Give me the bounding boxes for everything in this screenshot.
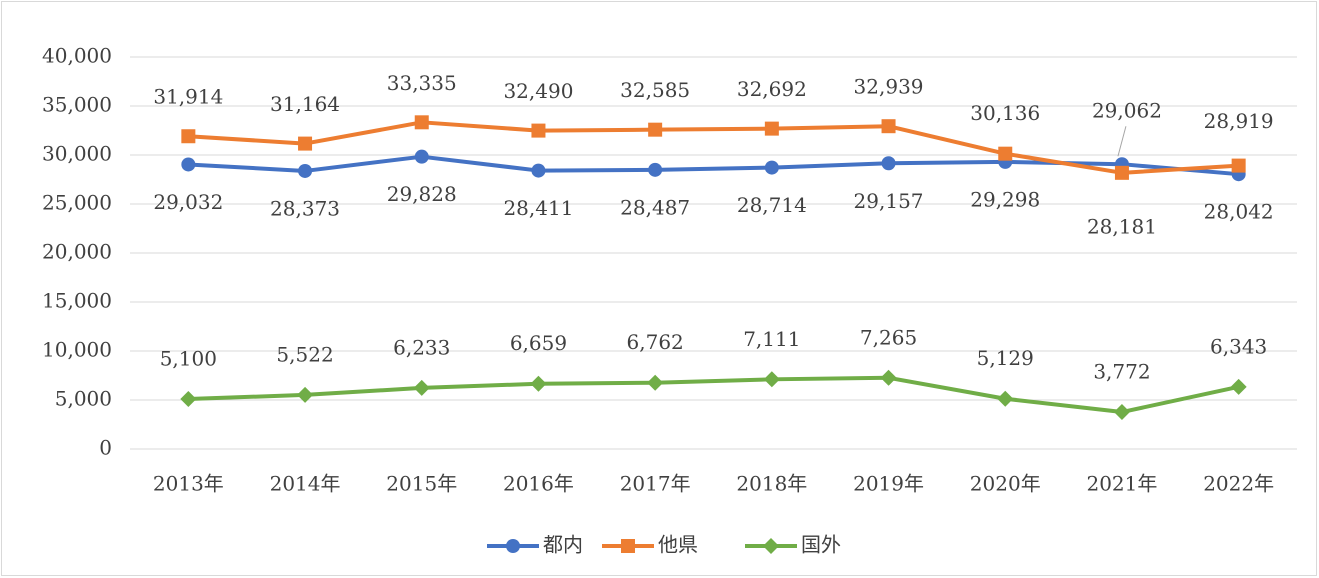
y-tick-label: 20,000 bbox=[42, 240, 112, 264]
data-label: 28,373 bbox=[270, 196, 340, 220]
data-label: 29,032 bbox=[153, 190, 223, 214]
y-tick-label: 40,000 bbox=[42, 44, 112, 68]
data-point bbox=[297, 386, 314, 403]
x-tick-label: 2018年 bbox=[736, 472, 807, 496]
series-line bbox=[188, 375, 1240, 415]
data-point bbox=[181, 129, 196, 144]
data-point bbox=[998, 146, 1013, 161]
data-point bbox=[298, 163, 313, 178]
legend-marker bbox=[506, 539, 520, 553]
leader-line bbox=[1117, 126, 1127, 157]
data-label: 28,411 bbox=[503, 196, 573, 220]
data-label: 28,714 bbox=[737, 193, 807, 217]
data-point bbox=[1230, 378, 1247, 395]
data-label: 29,157 bbox=[854, 189, 924, 213]
data-label: 32,939 bbox=[854, 75, 924, 99]
data-point bbox=[531, 123, 546, 138]
legend-label: 都内 bbox=[543, 533, 583, 557]
data-label: 28,919 bbox=[1204, 109, 1274, 133]
data-point bbox=[881, 119, 896, 134]
data-point bbox=[181, 157, 196, 172]
data-point bbox=[763, 371, 780, 388]
data-label: 7,265 bbox=[860, 325, 917, 349]
y-tick-label: 35,000 bbox=[42, 93, 112, 117]
data-point bbox=[413, 379, 430, 396]
data-point bbox=[764, 121, 779, 136]
data-label: 31,164 bbox=[270, 92, 340, 116]
data-point bbox=[1231, 158, 1246, 173]
data-point bbox=[881, 156, 896, 171]
data-point bbox=[1113, 404, 1130, 421]
data-point bbox=[298, 136, 313, 151]
data-label: 6,343 bbox=[1210, 334, 1267, 358]
data-point bbox=[180, 391, 197, 408]
x-tick-label: 2021年 bbox=[1086, 472, 1157, 496]
legend-marker bbox=[763, 538, 779, 554]
data-label: 5,129 bbox=[977, 346, 1034, 370]
data-point bbox=[414, 115, 429, 130]
data-label: 5,100 bbox=[160, 347, 217, 371]
y-tick-label: 10,000 bbox=[42, 338, 112, 362]
data-point bbox=[648, 162, 663, 177]
data-label: 5,522 bbox=[276, 342, 333, 366]
y-tick-label: 15,000 bbox=[42, 289, 112, 313]
data-label: 28,181 bbox=[1087, 214, 1157, 238]
legend-label: 他県 bbox=[658, 533, 698, 557]
data-label: 28,042 bbox=[1204, 200, 1274, 224]
y-tick-label: 5,000 bbox=[55, 387, 112, 411]
x-tick-label: 2015年 bbox=[386, 472, 457, 496]
x-tick-label: 2016年 bbox=[503, 472, 574, 496]
series-line bbox=[188, 120, 1239, 175]
x-tick-label: 2022年 bbox=[1203, 472, 1274, 496]
data-point bbox=[530, 375, 547, 392]
y-tick-label: 0 bbox=[99, 436, 112, 460]
data-label: 28,487 bbox=[620, 195, 690, 219]
x-tick-label: 2017年 bbox=[620, 472, 691, 496]
data-point bbox=[764, 160, 779, 175]
legend-label: 国外 bbox=[801, 533, 841, 557]
x-tick-label: 2014年 bbox=[270, 472, 341, 496]
data-point bbox=[997, 390, 1014, 407]
data-label: 32,490 bbox=[503, 79, 573, 103]
data-point bbox=[414, 149, 429, 164]
legend-marker bbox=[621, 539, 635, 553]
y-tick-label: 25,000 bbox=[42, 191, 112, 215]
data-label: 6,659 bbox=[510, 331, 567, 355]
data-point bbox=[1114, 165, 1129, 180]
data-label: 30,136 bbox=[970, 101, 1040, 125]
data-label: 3,772 bbox=[1093, 360, 1150, 384]
data-point bbox=[647, 374, 664, 391]
data-label: 32,585 bbox=[620, 78, 690, 102]
data-label: 31,914 bbox=[153, 85, 223, 109]
data-point bbox=[648, 122, 663, 137]
data-label: 29,298 bbox=[970, 187, 1040, 211]
data-point bbox=[880, 369, 897, 386]
data-label: 33,335 bbox=[387, 71, 457, 95]
data-label: 29,828 bbox=[387, 182, 457, 206]
data-label: 6,233 bbox=[393, 335, 450, 359]
x-tick-label: 2013年 bbox=[153, 472, 224, 496]
data-label: 7,111 bbox=[743, 327, 800, 351]
data-label: 29,062 bbox=[1092, 99, 1162, 123]
data-point bbox=[531, 163, 546, 178]
data-label: 6,762 bbox=[627, 330, 684, 354]
x-tick-label: 2020年 bbox=[970, 472, 1041, 496]
x-tick-label: 2019年 bbox=[853, 472, 924, 496]
y-tick-label: 30,000 bbox=[42, 142, 112, 166]
data-label: 32,692 bbox=[737, 77, 807, 101]
